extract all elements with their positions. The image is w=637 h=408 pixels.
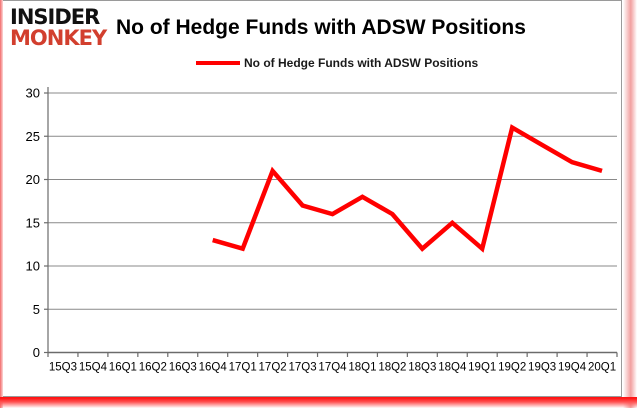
chart-title: No of Hedge Funds with ADSW Positions bbox=[116, 16, 526, 39]
svg-text:10: 10 bbox=[26, 259, 40, 274]
svg-text:15Q4: 15Q4 bbox=[79, 362, 108, 374]
svg-text:16Q2: 16Q2 bbox=[139, 362, 167, 374]
svg-text:18Q2: 18Q2 bbox=[378, 362, 406, 374]
svg-text:18Q3: 18Q3 bbox=[408, 362, 436, 374]
svg-text:16Q3: 16Q3 bbox=[169, 362, 197, 374]
svg-text:17Q2: 17Q2 bbox=[259, 362, 287, 374]
logo-line-insider: INSIDER bbox=[10, 5, 100, 29]
svg-text:17Q3: 17Q3 bbox=[288, 362, 316, 374]
svg-text:30: 30 bbox=[26, 86, 40, 101]
svg-text:15Q3: 15Q3 bbox=[49, 362, 77, 374]
legend: No of Hedge Funds with ADSW Positions bbox=[196, 56, 478, 70]
svg-text:19Q2: 19Q2 bbox=[498, 362, 526, 374]
svg-text:18Q1: 18Q1 bbox=[348, 362, 376, 374]
svg-text:20: 20 bbox=[26, 172, 40, 187]
svg-text:18Q4: 18Q4 bbox=[438, 362, 467, 374]
svg-text:17Q4: 17Q4 bbox=[318, 362, 347, 374]
svg-text:15: 15 bbox=[26, 215, 40, 230]
svg-text:16Q4: 16Q4 bbox=[199, 362, 228, 374]
chart-plot: 0 5 10 15 20 25 30 15Q3 15Q4 16Q1 16Q2 16Q3 16Q4 17Q1… bbox=[26, 86, 618, 374]
svg-text:16Q1: 16Q1 bbox=[109, 362, 137, 374]
legend-label: No of Hedge Funds with ADSW Positions bbox=[244, 56, 479, 70]
legend-line-swatch bbox=[196, 61, 240, 65]
svg-text:20Q1: 20Q1 bbox=[588, 362, 616, 374]
chart-frame bbox=[2, 0, 622, 397]
svg-text:19Q3: 19Q3 bbox=[528, 362, 556, 374]
svg-text:0: 0 bbox=[33, 345, 40, 360]
red-border-right bbox=[623, 0, 637, 408]
insider-monkey-logo: INSIDER MONKEY bbox=[10, 5, 107, 50]
svg-text:19Q1: 19Q1 bbox=[468, 362, 496, 374]
logo-line-monkey: MONKEY bbox=[10, 25, 107, 50]
svg-text:5: 5 bbox=[33, 302, 40, 317]
svg-text:25: 25 bbox=[26, 129, 40, 144]
red-border-left bbox=[0, 0, 3, 408]
svg-text:17Q1: 17Q1 bbox=[229, 362, 257, 374]
svg-text:19Q4: 19Q4 bbox=[558, 362, 587, 374]
red-border-bottom bbox=[0, 397, 637, 408]
